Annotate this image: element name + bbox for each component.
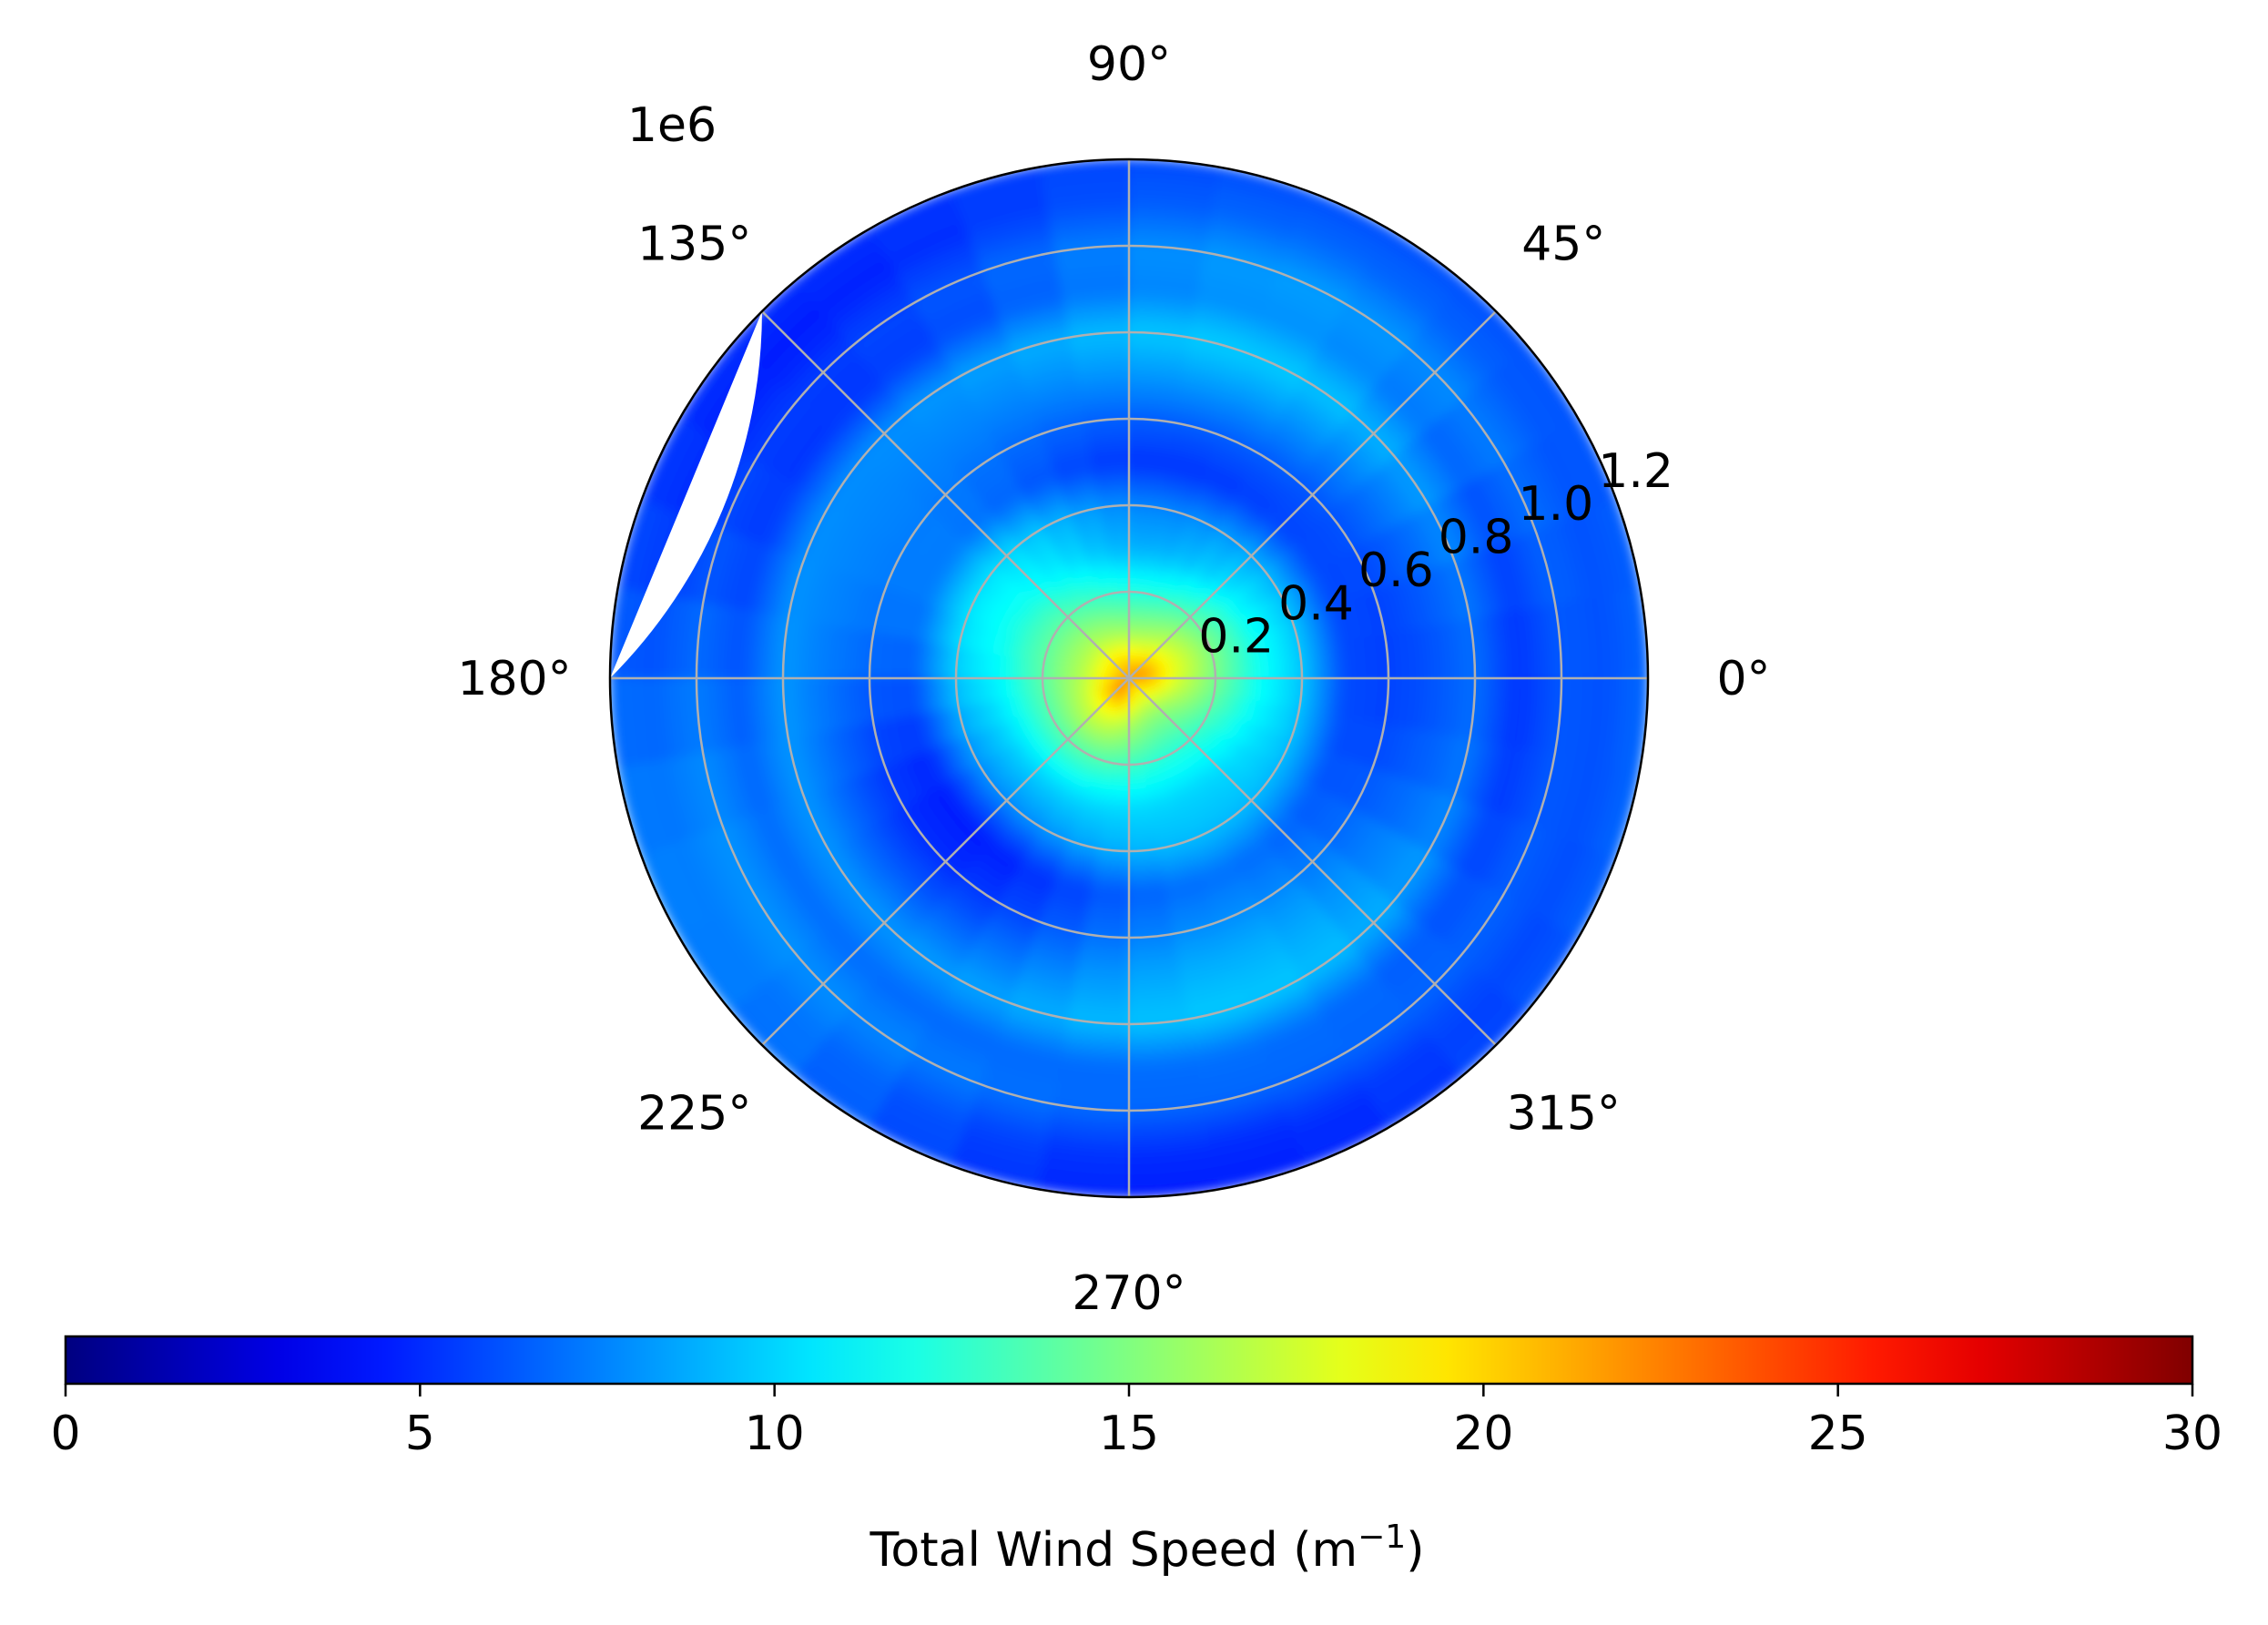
polar-spine: [608, 157, 1650, 1199]
angular-tick-label: 270°: [1072, 1266, 1185, 1321]
radial-offset-label: 1e6: [627, 98, 717, 153]
field-cell: [1127, 602, 1144, 615]
angular-tick-label: 135°: [637, 218, 751, 272]
colorbar-tick-label: 30: [2162, 1407, 2222, 1461]
radial-tick-label: 1.2: [1598, 444, 1673, 499]
colorbar-label-suffix: ): [1406, 1523, 1424, 1578]
angular-tick-label: 180°: [457, 652, 571, 706]
colorbar-label: Total Wind Speed (m−1): [869, 1518, 1424, 1578]
angular-gridline: [1128, 677, 1497, 1046]
colorbar-tick-label: 15: [1099, 1407, 1159, 1461]
radial-tick-labels: 0.20.40.60.81.01.2: [1198, 444, 1673, 665]
colorbar-tick-label: 5: [405, 1407, 435, 1461]
colorbar-label-sup: −1: [1358, 1518, 1406, 1556]
radial-tick-label: 0.6: [1358, 543, 1434, 598]
angular-tick-label: 315°: [1507, 1086, 1621, 1141]
colorbar-tick-label: 10: [745, 1407, 805, 1461]
colorbar-tick-label: 20: [1453, 1407, 1513, 1461]
angular-tick-label: 45°: [1521, 218, 1605, 272]
angular-gridline: [761, 677, 1130, 1046]
radial-tick-label: 0.4: [1278, 576, 1354, 631]
colorbar-tick-label: 25: [1808, 1407, 1868, 1461]
radial-tick-label: 1.0: [1518, 477, 1593, 532]
field-cell: [1114, 741, 1131, 755]
angular-tick-label: 90°: [1087, 37, 1171, 92]
field-cell: [1053, 664, 1066, 680]
radial-tick-label: 0.8: [1439, 511, 1514, 565]
colorbar-tick-label: 0: [50, 1407, 80, 1461]
angular-tick-labels: 0° 45° 90° 135° 180° 225° 270° 315°: [457, 37, 1770, 1321]
field-cell: [1192, 676, 1205, 693]
colorbar-ticks: 0 5 10 15 20 25 30: [50, 1384, 2222, 1461]
angular-tick-label: 0°: [1716, 652, 1770, 706]
angular-gridline: [761, 310, 1130, 679]
colorbar-label-text: Total Wind Speed (m: [869, 1523, 1358, 1578]
no-data-region: [610, 310, 762, 678]
radial-tick-label: 0.2: [1198, 610, 1274, 665]
colorbar: [64, 1335, 2194, 1386]
angular-gridline: [1128, 310, 1497, 679]
no-data-wedge: [610, 310, 762, 678]
angular-tick-label: 225°: [637, 1086, 751, 1141]
polar-grid: [610, 159, 1648, 1197]
